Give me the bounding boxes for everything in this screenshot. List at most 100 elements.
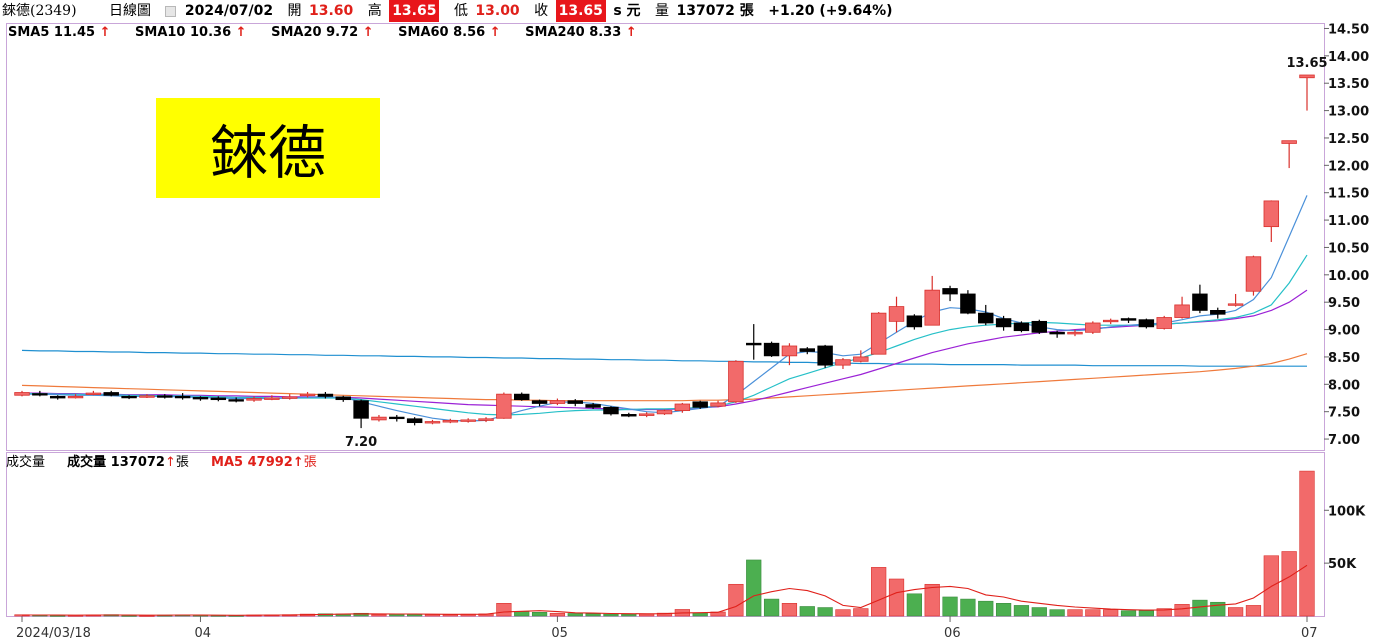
volume-bar (1156, 608, 1172, 617)
open-label: 開 (287, 3, 302, 19)
sma240-label: SMA240 8.33 (525, 25, 622, 40)
candle-body (1192, 293, 1208, 311)
volume-bar (496, 603, 512, 617)
candle-body (228, 399, 244, 402)
close-label: 收 (534, 3, 549, 19)
sma5-legend[interactable]: SMA5 11.45 ↑ (8, 24, 111, 42)
volume-bar (960, 598, 976, 617)
candle-body (246, 398, 262, 401)
price-tick-label: 13.00 (1328, 105, 1369, 120)
sma10-legend[interactable]: SMA10 10.36 ↑ (135, 24, 247, 42)
period-label[interactable]: 日線圖 (109, 3, 152, 19)
candle-body (906, 315, 923, 328)
volume-bar (1174, 604, 1190, 617)
candle-body (49, 395, 66, 399)
price-tick-label: 10.50 (1328, 241, 1369, 256)
sma60-legend[interactable]: SMA60 8.56 ↑ (398, 24, 501, 42)
candle-body (1013, 322, 1030, 332)
date-tick-label: 07 (1301, 626, 1318, 641)
volume-label: 量 (655, 3, 670, 19)
candle-body (14, 392, 30, 396)
close-value: 13.65 (555, 0, 606, 22)
change-value: +1.20 (+9.64%) (768, 3, 893, 19)
up-arrow-icon: ↑ (292, 455, 304, 470)
candle-body (567, 400, 583, 404)
candle-body (442, 420, 459, 423)
indicator-legend: SMA5 11.45 ↑ SMA10 10.36 ↑ SMA20 9.72 ↑ … (8, 24, 657, 42)
candle-body (264, 397, 280, 400)
sma10-label: SMA10 10.36 (135, 25, 232, 40)
price-tick-label: 8.50 (1328, 351, 1360, 366)
volume-bar (853, 608, 869, 617)
volume-bar (835, 609, 851, 617)
high-label: 高 (367, 3, 382, 19)
price-tick-label: 11.50 (1328, 187, 1369, 202)
volume-bar (1049, 609, 1065, 617)
volume-ma5-legend[interactable]: MA5 47992↑張 (211, 454, 317, 472)
sma240-legend[interactable]: SMA240 8.33 ↑ (525, 24, 637, 42)
volume-tick-label: 50K (1328, 557, 1357, 572)
candle-body (139, 395, 155, 398)
price-tick-label: 7.50 (1328, 406, 1360, 421)
candle-body (746, 342, 762, 346)
up-arrow-icon: ↑ (489, 25, 501, 40)
candle-body (514, 393, 530, 401)
candle-body (585, 404, 601, 408)
candle-body (1102, 319, 1119, 323)
volume-bar (799, 606, 815, 617)
period-dropdown-icon[interactable] (165, 6, 177, 17)
candle-body (692, 401, 708, 408)
candle-body (85, 392, 102, 395)
volume-bar (567, 613, 583, 617)
candle-body (335, 396, 351, 401)
candle-body (353, 400, 369, 419)
candle-body (710, 402, 726, 407)
volume-bar (1120, 610, 1137, 617)
candle-body (406, 418, 423, 424)
price-tick-label: 12.50 (1328, 132, 1369, 147)
volume-bar (1192, 599, 1208, 617)
low-label: 低 (453, 3, 468, 19)
volume-legend-label: 成交量 137072 (67, 455, 165, 470)
candle-body (817, 345, 833, 366)
price-annotation: 13.65 (1286, 56, 1327, 71)
date-tick-label: 06 (944, 626, 961, 641)
sma20-legend[interactable]: SMA20 9.72 ↑ (271, 24, 374, 42)
candle-body (924, 289, 940, 326)
volume-legend-item[interactable]: 成交量 137072↑張 (67, 454, 189, 472)
volume-bar (1103, 609, 1119, 617)
volume-bar (763, 598, 780, 617)
sma60-label: SMA60 8.56 (398, 25, 486, 40)
volume-bar (728, 583, 744, 617)
candle-body (1031, 320, 1048, 333)
volume-bar (906, 593, 922, 617)
sma5-line (22, 195, 1308, 422)
candle-body (1085, 322, 1101, 333)
candle-body (67, 395, 84, 399)
candle-body (460, 419, 476, 422)
volume-bar (888, 578, 905, 617)
volume-bar (1299, 470, 1315, 617)
price-tick-label: 9.00 (1328, 324, 1360, 339)
date-tick-label: 05 (551, 626, 568, 641)
volume-legend-unit: 張 (175, 455, 189, 470)
volume-ma5-line (22, 564, 1308, 616)
candle-body (1120, 318, 1137, 321)
candle-body (1227, 303, 1244, 306)
candle-body (1067, 331, 1083, 335)
price-tick-label: 12.00 (1328, 159, 1369, 174)
volume-bar (1245, 605, 1262, 617)
volume-ma5-unit: 張 (303, 455, 317, 470)
volume-bar (817, 607, 833, 617)
volume-bar (1281, 551, 1297, 617)
quote-date: 2024/07/02 (184, 3, 274, 19)
volume-bar (371, 614, 387, 617)
up-arrow-icon: ↑ (625, 25, 637, 40)
candle-body (103, 392, 119, 396)
volume-bar (942, 596, 958, 617)
volume-bar (871, 567, 887, 617)
price-panel-frame (6, 23, 1325, 451)
candle-body (371, 416, 387, 421)
date-tick-label: 2024/03/18 (16, 626, 91, 641)
